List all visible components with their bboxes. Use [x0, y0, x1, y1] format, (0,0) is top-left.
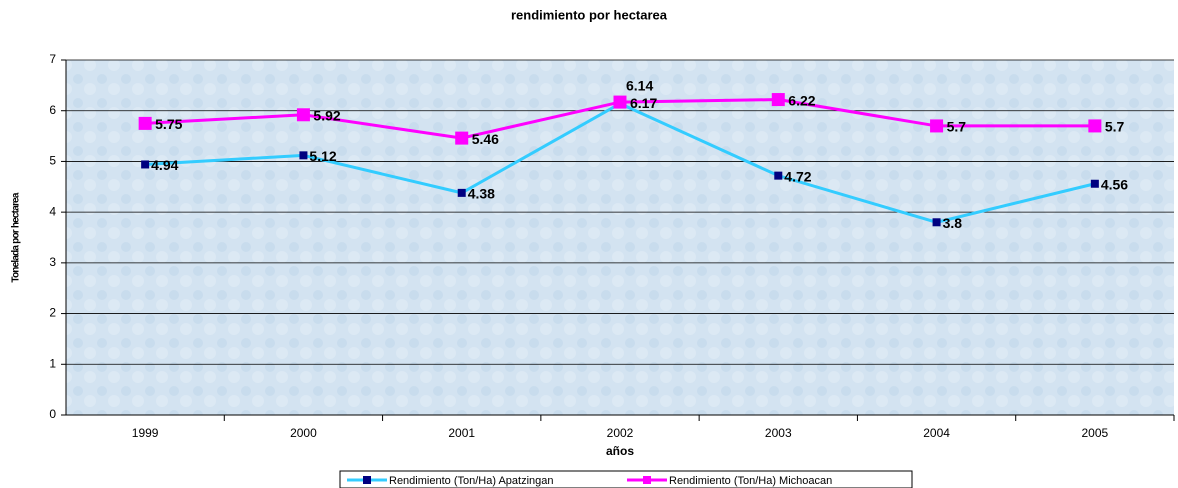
y-tick-label: 7 [49, 52, 56, 66]
y-tick-label: 0 [49, 407, 56, 421]
y-tick-label: 2 [49, 306, 56, 320]
data-label: 5.46 [472, 131, 499, 147]
data-label: 5.7 [947, 119, 967, 135]
marker [138, 116, 152, 130]
marker [299, 151, 308, 160]
x-tick-label: 2003 [765, 426, 792, 440]
marker [141, 160, 150, 169]
data-label: 6.17 [630, 95, 657, 111]
y-tick-label: 6 [49, 103, 56, 117]
x-tick-label: 2005 [1082, 426, 1109, 440]
marker [1088, 119, 1102, 133]
data-label: 4.38 [468, 186, 495, 202]
data-label: 4.56 [1101, 176, 1128, 192]
marker [771, 93, 785, 107]
x-tick-label: 2001 [448, 426, 475, 440]
marker [930, 119, 944, 133]
data-label: 3.8 [943, 215, 963, 231]
data-label: 4.72 [784, 168, 811, 184]
x-axis-label: años [606, 444, 634, 458]
legend-marker [363, 476, 371, 484]
legend-label: Rendimiento (Ton/Ha) Michoacan [669, 475, 832, 487]
x-tick-label: 2004 [923, 426, 950, 440]
marker [932, 218, 941, 227]
marker [296, 108, 310, 122]
chart-title: rendimiento por hectarea [511, 7, 668, 22]
y-tick-label: 4 [49, 204, 56, 218]
data-label: 5.75 [155, 116, 182, 132]
marker [455, 131, 469, 145]
legend-label: Rendimiento (Ton/Ha) Apatzingan [389, 475, 553, 487]
y-tick-label: 1 [49, 356, 56, 370]
x-tick-label: 2002 [607, 426, 634, 440]
legend [339, 470, 913, 488]
marker [774, 171, 783, 180]
data-label: 6.14 [626, 77, 653, 93]
y-tick-label: 3 [49, 255, 56, 269]
marker [1090, 179, 1099, 188]
plot-area [66, 60, 1174, 415]
x-tick-label: 1999 [132, 426, 159, 440]
legend-marker [643, 476, 651, 484]
data-label: 5.12 [309, 148, 336, 164]
marker [457, 188, 466, 197]
y-tick-label: 5 [49, 154, 56, 168]
data-label: 5.92 [313, 107, 340, 123]
marker [613, 95, 627, 109]
data-label: 6.22 [788, 92, 815, 108]
y-axis-label: Tonelada por hectarea [11, 192, 22, 282]
data-label: 5.7 [1105, 119, 1125, 135]
x-tick-label: 2000 [290, 426, 317, 440]
data-label: 4.94 [151, 157, 178, 173]
